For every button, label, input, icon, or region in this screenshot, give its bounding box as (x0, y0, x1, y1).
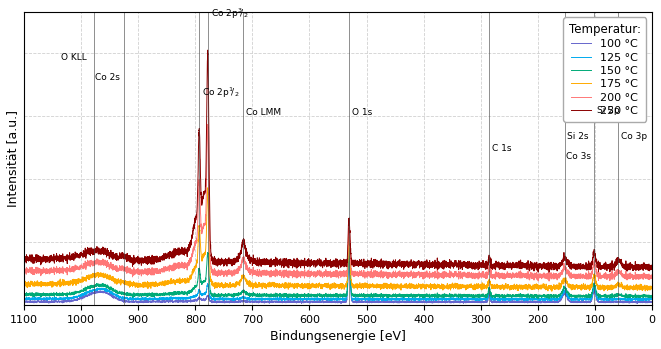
175 °C (643, 287, 651, 291)
125 °C (643, 297, 651, 302)
Text: Co 2p$^1\!/_2$: Co 2p$^1\!/_2$ (202, 86, 239, 100)
200 °C (20, 267, 28, 271)
150 °C (643, 295, 651, 299)
Text: Co 3s: Co 3s (566, 153, 591, 162)
100 °C (337, 302, 345, 306)
100 °C (256, 299, 264, 304)
175 °C (173, 279, 180, 283)
Text: O 1s: O 1s (352, 109, 372, 118)
Text: Co 2s: Co 2s (95, 73, 120, 82)
100 °C (173, 299, 180, 303)
X-axis label: Bindungsenergie [eV]: Bindungsenergie [eV] (270, 331, 406, 343)
175 °C (301, 284, 309, 288)
200 °C (204, 122, 212, 127)
Y-axis label: Intensität [a.u.]: Intensität [a.u.] (5, 110, 19, 207)
200 °C (545, 279, 553, 283)
Text: C 1s: C 1s (492, 144, 512, 153)
150 °C (169, 290, 177, 294)
Line: 125 °C: 125 °C (24, 251, 652, 301)
250 °C (204, 48, 212, 52)
175 °C (204, 186, 212, 190)
250 °C (545, 270, 553, 274)
200 °C (257, 272, 265, 276)
100 °C (166, 299, 174, 304)
200 °C (643, 275, 651, 280)
100 °C (345, 251, 353, 255)
175 °C (648, 286, 656, 290)
200 °C (648, 273, 656, 277)
250 °C (643, 266, 651, 270)
250 °C (166, 249, 174, 253)
175 °C (257, 283, 265, 287)
150 °C (256, 294, 264, 298)
Text: O KLL: O KLL (61, 53, 87, 62)
250 °C (169, 248, 177, 252)
Text: Co 3p: Co 3p (621, 132, 647, 141)
150 °C (648, 294, 656, 298)
Line: 200 °C: 200 °C (24, 125, 652, 281)
175 °C (169, 277, 177, 282)
125 °C (256, 297, 264, 301)
250 °C (173, 253, 180, 257)
150 °C (166, 290, 174, 295)
200 °C (301, 272, 309, 276)
Line: 250 °C: 250 °C (24, 50, 652, 272)
100 °C (643, 301, 651, 305)
250 °C (301, 261, 309, 265)
Line: 100 °C: 100 °C (24, 253, 652, 304)
175 °C (166, 281, 174, 285)
Legend: 100 °C, 125 °C, 150 °C, 175 °C, 200 °C, 250 °C: 100 °C, 125 °C, 150 °C, 175 °C, 200 °C, … (563, 17, 646, 121)
125 °C (627, 299, 635, 303)
125 °C (648, 297, 656, 301)
Line: 175 °C: 175 °C (24, 188, 652, 291)
125 °C (301, 296, 309, 300)
100 °C (301, 300, 309, 305)
250 °C (20, 255, 28, 259)
250 °C (257, 262, 265, 266)
150 °C (20, 291, 28, 296)
150 °C (301, 293, 309, 297)
175 °C (20, 283, 28, 287)
125 °C (166, 296, 174, 300)
100 °C (169, 299, 177, 303)
175 °C (548, 289, 556, 293)
200 °C (166, 263, 174, 267)
Text: Co 2p$^3\!/_2$: Co 2p$^3\!/_2$ (211, 6, 248, 21)
150 °C (173, 292, 180, 296)
150 °C (345, 246, 353, 250)
200 °C (169, 262, 177, 267)
100 °C (648, 300, 656, 304)
150 °C (545, 297, 553, 301)
125 °C (169, 296, 177, 300)
Line: 150 °C: 150 °C (24, 248, 652, 299)
125 °C (345, 249, 353, 253)
125 °C (20, 296, 28, 300)
Text: Si 2p: Si 2p (596, 105, 619, 114)
100 °C (20, 300, 28, 304)
250 °C (648, 263, 656, 268)
Text: Co LMM: Co LMM (246, 109, 281, 118)
Text: Si 2s: Si 2s (567, 132, 589, 141)
200 °C (173, 266, 180, 270)
125 °C (173, 296, 180, 300)
